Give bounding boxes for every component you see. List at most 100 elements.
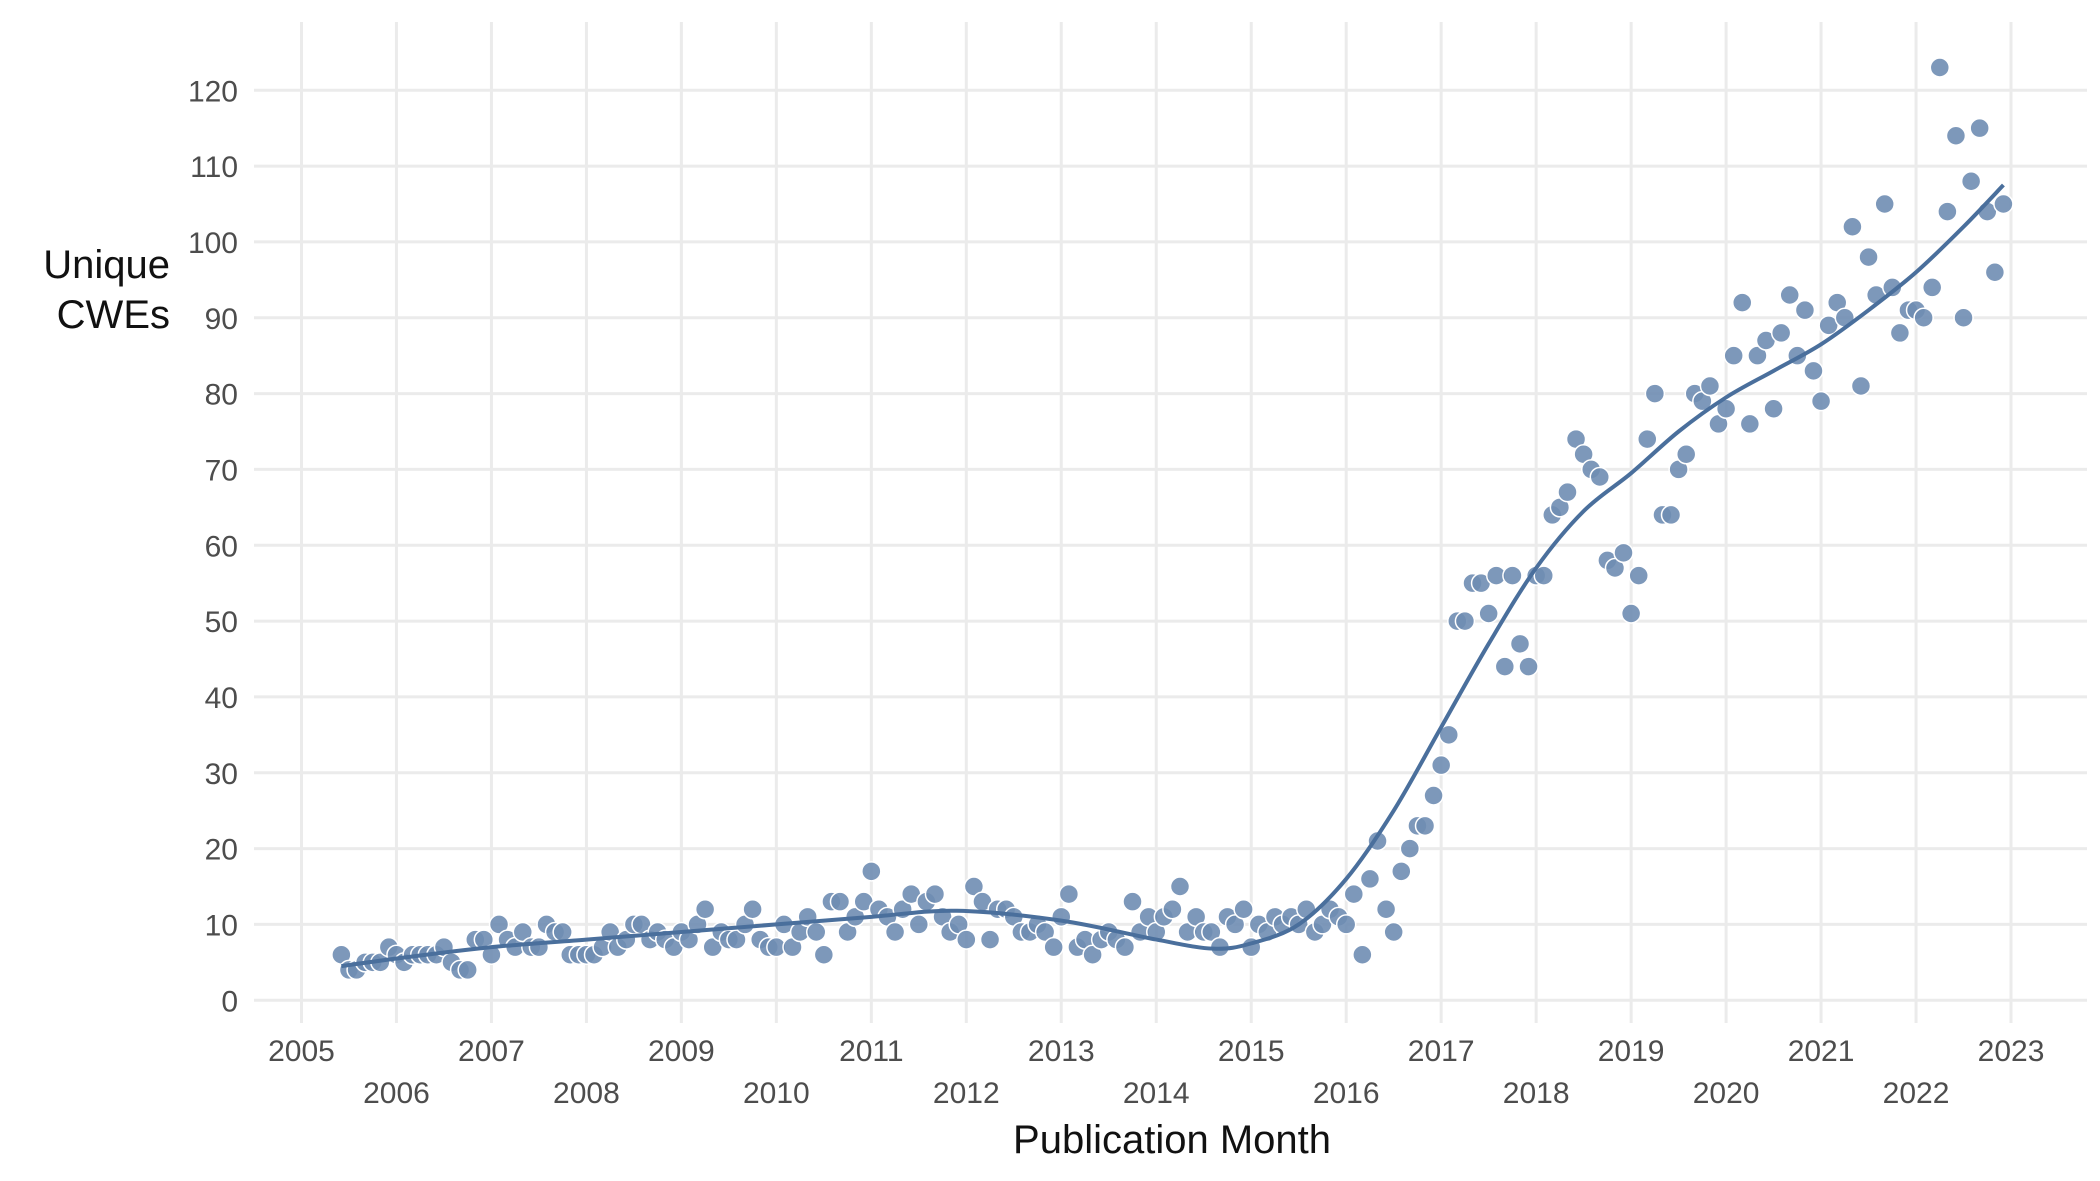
x-tick-label: 2016 [1313, 1077, 1380, 1110]
point [979, 929, 1001, 950]
point [1352, 944, 1373, 965]
point [1359, 868, 1381, 890]
point [805, 921, 827, 943]
point [1628, 565, 1649, 586]
y-tick-label: 60 [205, 530, 238, 563]
x-tick-label: 2021 [1788, 1035, 1855, 1068]
point [1430, 754, 1452, 776]
point [1803, 360, 1824, 382]
point [1842, 216, 1863, 237]
y-tick-label: 30 [205, 758, 238, 791]
point [1921, 277, 1943, 298]
point [1644, 383, 1666, 404]
x-tick-label: 2012 [933, 1077, 1000, 1110]
y-tick-label: 80 [205, 379, 238, 412]
point [1810, 390, 1832, 412]
point [1731, 292, 1753, 313]
point [1423, 785, 1444, 806]
point [1779, 284, 1800, 306]
point [1494, 656, 1516, 677]
point [1169, 876, 1191, 897]
point [1770, 322, 1792, 344]
y-tick-label: 0 [221, 985, 238, 1018]
point [1454, 610, 1476, 632]
point [1969, 117, 1990, 139]
point [1391, 861, 1412, 882]
y-tick-label: 50 [205, 606, 238, 639]
point [1850, 375, 1872, 397]
point [1383, 921, 1404, 943]
x-tick-label: 2015 [1218, 1035, 1285, 1068]
point [861, 861, 882, 882]
point [1620, 603, 1642, 624]
point [1201, 921, 1222, 943]
point [1509, 633, 1531, 655]
point [1058, 883, 1080, 905]
point [1122, 891, 1143, 912]
point [1984, 262, 2006, 283]
point [1747, 345, 1768, 366]
point [1739, 413, 1761, 435]
point [1343, 883, 1365, 905]
point [1763, 398, 1784, 419]
point [1953, 307, 1974, 328]
y-tick-label: 70 [205, 454, 238, 487]
y-tick-label: 110 [190, 151, 238, 184]
point [512, 921, 534, 943]
point [1874, 193, 1895, 215]
x-tick-label: 2011 [839, 1035, 904, 1068]
point [829, 891, 851, 912]
x-axis-title: Publication Month [1013, 1118, 1331, 1162]
x-tick-label: 2018 [1503, 1077, 1570, 1110]
point [1993, 193, 2014, 215]
point [1913, 307, 1934, 328]
point [884, 921, 906, 943]
x-tick-label: 2020 [1693, 1077, 1760, 1110]
point [1699, 375, 1721, 397]
point [457, 959, 478, 981]
point [924, 883, 946, 905]
point [1082, 944, 1103, 965]
point [1604, 557, 1626, 579]
point [908, 914, 930, 935]
point [1034, 921, 1056, 943]
x-tick-label: 2022 [1883, 1077, 1950, 1110]
point [1375, 899, 1397, 920]
point [1929, 57, 1951, 78]
y-tick-label: 10 [205, 909, 238, 942]
point [1557, 481, 1578, 503]
point [1882, 277, 1903, 298]
point [1723, 345, 1744, 366]
x-tick-label: 2006 [363, 1077, 430, 1110]
x-tick-label: 2017 [1408, 1035, 1475, 1068]
point [1794, 299, 1816, 321]
point [1233, 899, 1254, 920]
x-tick-label: 2014 [1123, 1077, 1190, 1110]
point [1945, 125, 1967, 146]
point [1589, 466, 1611, 488]
y-tick-label: 40 [205, 682, 238, 715]
x-tick-label: 2008 [553, 1077, 620, 1110]
point [694, 899, 716, 920]
point [1478, 603, 1499, 624]
point [963, 876, 985, 897]
point [1637, 428, 1658, 450]
point [726, 929, 747, 950]
y-tick-label: 120 [188, 75, 238, 108]
point [1675, 444, 1697, 465]
point [1114, 936, 1136, 958]
y-tick-label: 20 [205, 834, 238, 867]
x-tick-label: 2009 [648, 1035, 715, 1068]
point [1518, 656, 1539, 677]
point [1660, 504, 1682, 526]
x-tick-label: 2019 [1598, 1035, 1665, 1068]
point [1502, 565, 1523, 586]
y-tick-label: 90 [205, 303, 238, 336]
x-tick-label: 2007 [458, 1035, 525, 1068]
point [1162, 899, 1183, 920]
point [1858, 246, 1879, 268]
smooth-line [341, 183, 2005, 969]
x-tick-label: 2013 [1028, 1035, 1095, 1068]
point [813, 944, 835, 965]
